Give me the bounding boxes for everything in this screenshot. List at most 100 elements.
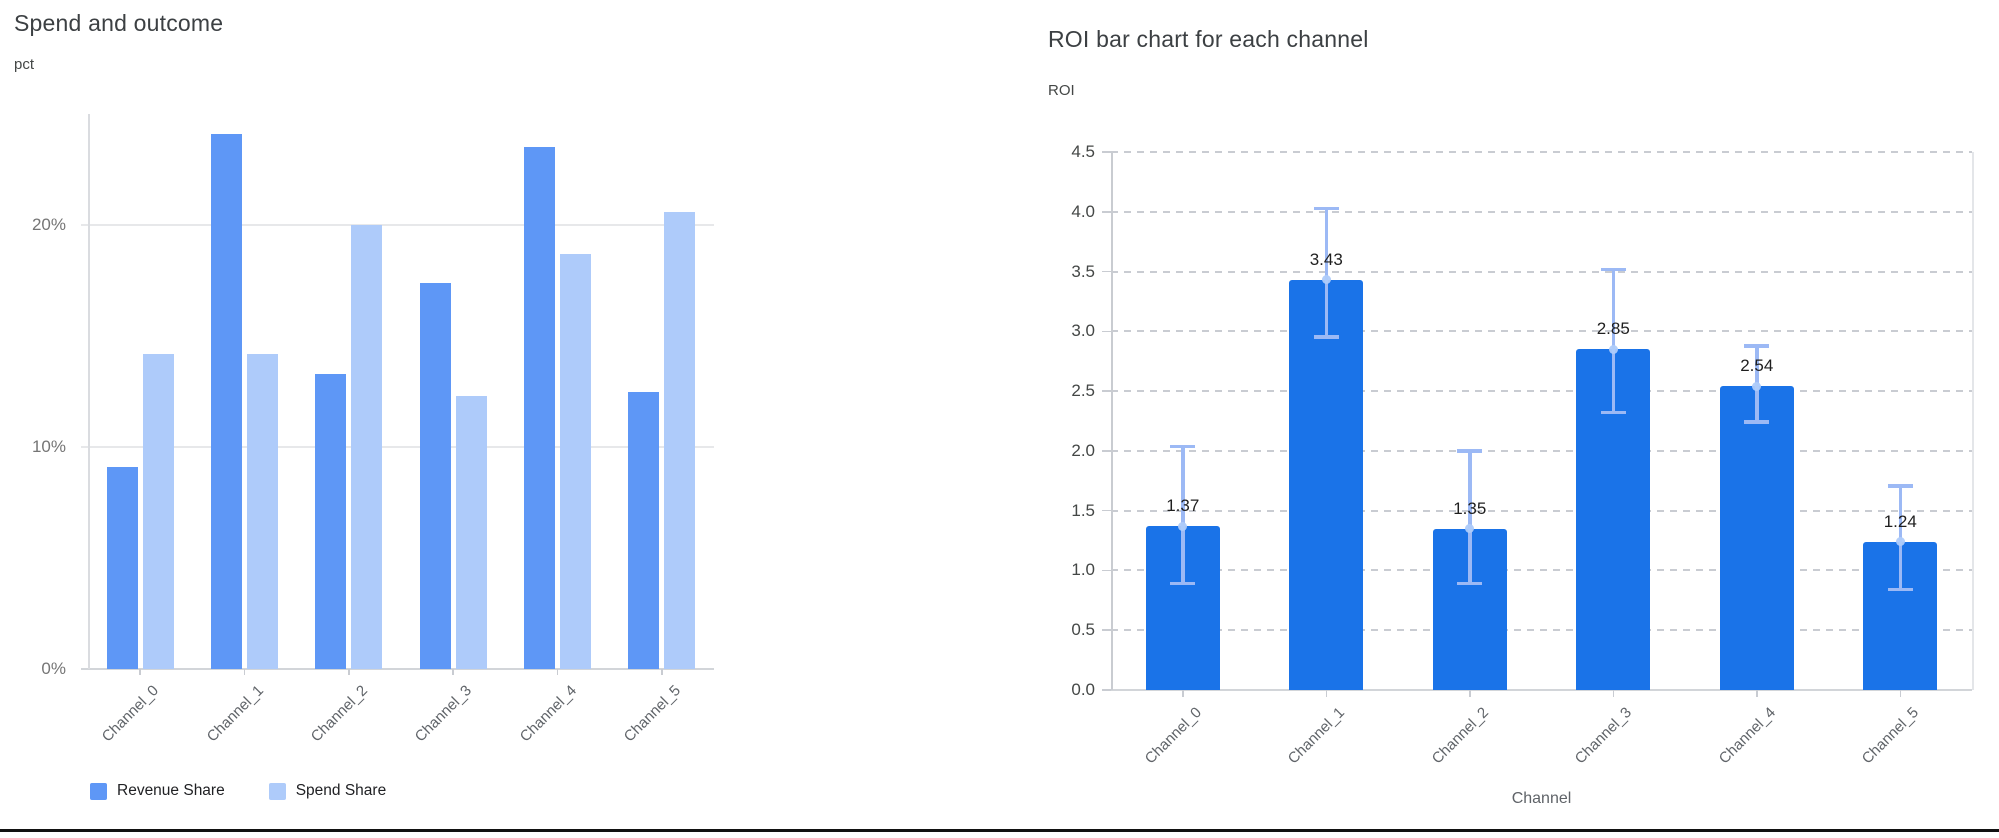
y-axis-tick [1102,330,1111,333]
error-bar-cap-top [1600,267,1626,272]
x-axis-tick [556,669,559,675]
x-tick-label-channel-5: Channel_5 [1858,704,1923,768]
y-tick-label: 4.5 [1071,142,1095,161]
y-tick-label: 2.5 [1071,381,1095,401]
y-tick-label: 4.0 [1071,201,1095,221]
spend-outcome-plot-area: 0% 10% 20% Channel_0 Channel_1 Channel_2 Chann… [32,114,714,745]
x-tick-label-channel-0: Channel_0 [98,682,163,746]
error-bar-marker [1321,275,1331,285]
bar-value-label-channel-5: 1.24 [1883,511,1917,531]
error-bar-cap-bottom [1744,420,1770,424]
x-axis-tick [452,669,454,675]
y-tick-label: 0.5 [1071,620,1095,640]
roi-chart-plot-area: 0.0 0.5 1.0 1.5 2.0 2.5 3.0 3.5 4.0 4.5 1.37 Channe… [1071,142,1974,767]
bar-spend-share-channel-2[interactable] [351,225,383,669]
x-tick-label-channel-2: Channel_2 [1428,704,1492,768]
x-axis-tick [1469,690,1471,697]
x-tick-label-channel-4: Channel_4 [516,682,580,746]
gridline-3.5 [1111,270,1972,273]
error-bar-line-channel-3 [1611,269,1615,413]
gridline-2.5 [1111,390,1972,393]
bar-spend-share-channel-3[interactable] [455,395,487,669]
y-axis-tick [1102,629,1111,631]
roi-bar-channel-1[interactable] [1289,279,1364,690]
x-axis-tick [348,669,350,675]
y-axis-tick [1102,569,1111,572]
error-bar-line-channel-0 [1181,446,1185,584]
bar-revenue-share-channel-2[interactable] [315,373,347,669]
x-tick-label-channel-2: Channel_2 [307,682,371,746]
y-tick-label: 1.5 [1071,500,1095,520]
error-bar-cap-bottom [1887,587,1913,592]
y-axis-tick [1102,151,1111,153]
gridline-2.0 [1111,449,1972,452]
y-axis-tick [1102,390,1111,392]
legend-item-revenue-share[interactable]: Revenue Share [90,782,225,800]
error-bar-cap-bottom [1170,581,1196,586]
error-bar-line-channel-2 [1468,450,1472,584]
bar-revenue-share-channel-4[interactable] [524,147,555,669]
bar-spend-share-channel-4[interactable] [560,253,591,669]
bar-revenue-share-channel-3[interactable] [419,282,451,669]
window-bottom-edge [0,829,1999,832]
y-tick-label: 20% [31,215,66,234]
spend-outcome-y-unit-label: pct [14,56,35,73]
x-axis-line [1111,689,1972,691]
error-bar-cap-top [1744,344,1770,348]
legend-item-spend-share[interactable]: Spend Share [268,782,387,800]
legend-label: Spend Share [295,782,387,799]
roi-chart-title: ROI bar chart for each channel [1048,26,1369,52]
x-tick-label-channel-1: Channel_1 [1284,704,1349,768]
error-bar-marker [1178,521,1188,531]
error-bar-cap-bottom [1313,335,1339,339]
gridline-10% [81,446,714,448]
y-tick-label: 0% [41,659,66,678]
bar-spend-share-channel-1[interactable] [247,353,278,669]
y-axis-line [88,114,90,669]
roi-bar-channel-4[interactable] [1719,386,1794,690]
bar-revenue-share-channel-0[interactable] [106,467,138,669]
gridline-4.5 [1111,151,1972,153]
x-axis-tick [1325,690,1327,697]
gridline-1.5 [1111,509,1972,512]
bar-value-label-channel-0: 1.37 [1166,496,1200,516]
legend-label: Revenue Share [117,782,225,799]
bar-revenue-share-channel-1[interactable] [211,134,242,669]
y-axis-tick [1102,509,1111,512]
y-tick-label: 3.0 [1071,321,1095,341]
y-tick-label: 1.0 [1071,560,1095,580]
roi-chart-y-unit-label: ROI [1048,82,1075,99]
x-axis-tick [1182,690,1184,697]
bar-revenue-share-channel-5[interactable] [628,391,660,669]
x-axis-tick [1899,690,1901,697]
bar-value-label-channel-2: 1.35 [1453,498,1487,518]
error-bar-cap-top [1457,449,1483,453]
x-axis-tick [243,669,246,675]
x-tick-label-channel-1: Channel_1 [203,682,267,746]
bar-spend-share-channel-5[interactable] [664,211,696,669]
x-tick-label-channel-3: Channel_3 [411,682,476,746]
x-axis-tick [1612,690,1614,697]
gridline-3.0 [1111,330,1972,333]
x-tick-label-channel-4: Channel_4 [1715,704,1779,768]
gridline-20% [81,224,714,226]
error-bar-cap-top [1313,206,1339,211]
y-axis-tick [1102,689,1111,691]
y-axis-tick [1102,450,1111,452]
spend-outcome-legend: Revenue Share Spend Share [90,782,386,800]
x-tick-label-channel-3: Channel_3 [1571,704,1636,768]
bar-spend-share-channel-0[interactable] [142,353,174,669]
bar-value-label-channel-1: 3.43 [1309,249,1343,269]
legend-swatch-spend-share [268,782,286,800]
error-bar-line-channel-1 [1324,208,1328,338]
y-tick-label: 2.0 [1071,440,1095,460]
gridline-0.5 [1111,629,1972,632]
legend-swatch-revenue-share [90,782,107,800]
bar-value-label-channel-3: 2.85 [1596,319,1630,339]
y-axis-line [1111,152,1113,690]
x-tick-label-channel-0: Channel_0 [1141,704,1205,768]
error-bar-cap-bottom [1457,581,1483,586]
error-bar-cap-bottom [1600,410,1626,415]
y-tick-label: 3.5 [1071,261,1095,281]
